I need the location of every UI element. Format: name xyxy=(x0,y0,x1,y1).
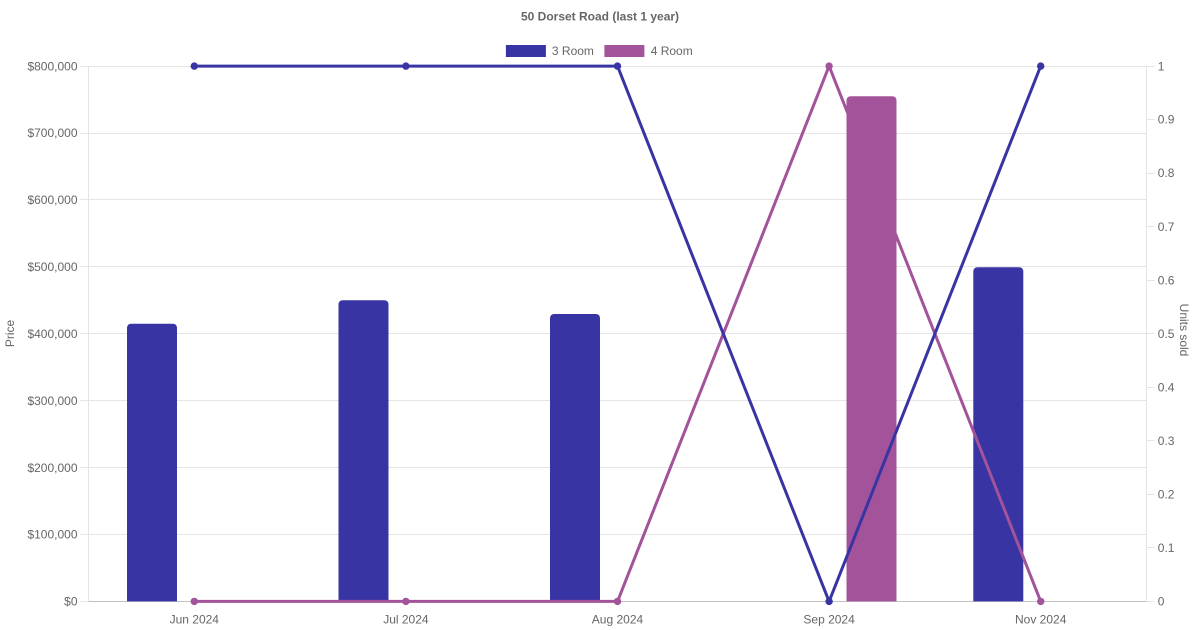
svg-text:Nov 2024: Nov 2024 xyxy=(1015,612,1067,626)
svg-text:$400,000: $400,000 xyxy=(27,327,77,341)
svg-text:Jul 2024: Jul 2024 xyxy=(383,612,429,626)
svg-text:0.9: 0.9 xyxy=(1158,113,1175,127)
svg-text:$0: $0 xyxy=(64,595,78,609)
svg-text:Price: Price xyxy=(3,320,17,348)
svg-text:$100,000: $100,000 xyxy=(27,528,77,542)
svg-text:$800,000: $800,000 xyxy=(27,59,77,73)
svg-text:3 Room: 3 Room xyxy=(552,44,594,58)
svg-text:0.7: 0.7 xyxy=(1158,220,1175,234)
svg-text:$200,000: $200,000 xyxy=(27,461,77,475)
svg-text:0.3: 0.3 xyxy=(1158,434,1175,448)
svg-text:$700,000: $700,000 xyxy=(27,126,77,140)
svg-text:0: 0 xyxy=(1158,595,1165,609)
svg-text:0.5: 0.5 xyxy=(1158,327,1175,341)
svg-text:0.8: 0.8 xyxy=(1158,166,1175,180)
svg-text:Jun 2024: Jun 2024 xyxy=(170,612,220,626)
svg-text:$300,000: $300,000 xyxy=(27,394,77,408)
svg-text:4 Room: 4 Room xyxy=(651,44,693,58)
svg-text:50 Dorset Road (last 1 year): 50 Dorset Road (last 1 year) xyxy=(521,10,679,24)
svg-text:Sep 2024: Sep 2024 xyxy=(803,612,855,626)
svg-text:0.6: 0.6 xyxy=(1158,273,1175,287)
svg-text:Aug 2024: Aug 2024 xyxy=(592,612,644,626)
svg-text:0.4: 0.4 xyxy=(1158,380,1175,394)
svg-text:$600,000: $600,000 xyxy=(27,193,77,207)
svg-text:Units sold: Units sold xyxy=(1177,304,1191,357)
svg-text:0.2: 0.2 xyxy=(1158,488,1175,502)
svg-text:0.1: 0.1 xyxy=(1158,541,1175,555)
svg-text:1: 1 xyxy=(1158,59,1165,73)
svg-text:$500,000: $500,000 xyxy=(27,260,77,274)
